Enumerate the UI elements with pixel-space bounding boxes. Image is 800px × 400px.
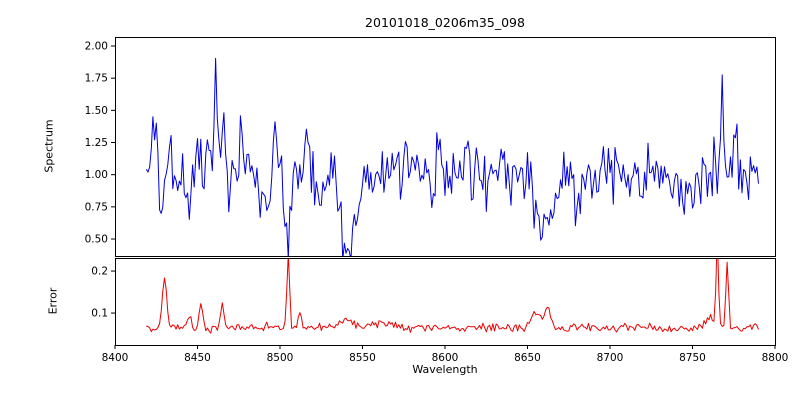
- y-tick-label: 2.00: [85, 41, 108, 53]
- x-tick-label: 8500: [267, 352, 294, 364]
- spectrum-line: [145, 57, 759, 256]
- error-line: [146, 258, 759, 334]
- y-tick-label: 0.1: [91, 308, 108, 320]
- x-tick-label: 8750: [679, 352, 706, 364]
- spectrum-axis-label: Spectrum: [42, 119, 56, 173]
- x-tick-label: 8450: [184, 352, 211, 364]
- x-tick-label: 8700: [597, 352, 624, 364]
- y-tick-label: 1.50: [85, 105, 108, 117]
- y-tick-label: 0.75: [85, 201, 108, 213]
- x-axis-label: Wavelength: [412, 363, 478, 376]
- error-axes-frame: [115, 258, 776, 346]
- spectrum-axes-frame: [115, 37, 776, 257]
- x-tick-label: 8800: [762, 352, 789, 364]
- y-tick-label: 0.2: [91, 266, 108, 278]
- chart-title: 20101018_0206m35_098: [365, 15, 525, 30]
- y-tick-label: 1.00: [85, 169, 108, 181]
- y-tick-label: 1.75: [85, 73, 108, 85]
- x-tick-label: 8650: [514, 352, 541, 364]
- y-tick-label: 0.50: [85, 234, 108, 246]
- error-axis-label: Error: [46, 287, 60, 315]
- x-tick-label: 8600: [432, 352, 459, 364]
- y-tick-label: 1.25: [85, 137, 108, 149]
- x-tick-label: 8550: [349, 352, 376, 364]
- x-tick-label: 8400: [102, 352, 129, 364]
